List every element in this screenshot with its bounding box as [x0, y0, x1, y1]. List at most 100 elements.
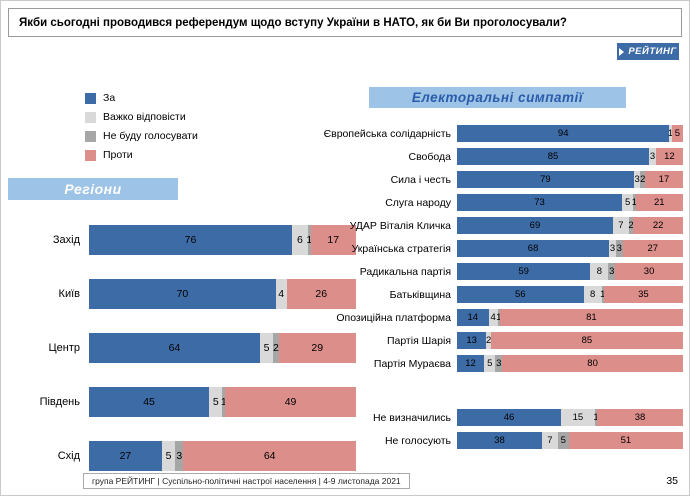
category-label: Слуга народу [385, 196, 451, 209]
bar-row: Київ 70 4 26 [11, 279, 356, 309]
segment-value: 38 [634, 412, 646, 423]
legend-item: Проти [85, 149, 198, 161]
segment-value: 3 [496, 358, 502, 369]
regions-header-label: Регіони [64, 181, 122, 197]
bar-segment-0: 68 [457, 240, 610, 257]
bar-segment-0: 73 [457, 194, 622, 211]
bar-segment-2: 2 [272, 333, 279, 363]
bar-row: Партія Шарія 13 2 85 [299, 332, 683, 349]
bar-segment-2: 3 [608, 263, 616, 280]
bar-segment-3: 85 [490, 332, 683, 349]
segment-value: 49 [284, 396, 297, 408]
stacked-bar: 45 5 1 49 [89, 387, 356, 417]
segment-value: 27 [647, 243, 659, 254]
bar-segment-2: 1 [600, 286, 605, 303]
segment-value: 7 [547, 435, 553, 446]
bar-segment-0: 64 [89, 333, 260, 363]
bar-segment-3: 5 [671, 125, 683, 142]
bar-segment-1: 1 [667, 125, 674, 142]
bar-segment-2: 1 [221, 387, 227, 417]
bar-segment-3: 26 [286, 279, 356, 309]
segment-value: 51 [620, 435, 632, 446]
stacked-bar: 27 5 3 64 [89, 441, 356, 471]
segment-value: 4 [278, 288, 285, 300]
segment-value: 30 [643, 266, 655, 277]
bar-segment-1: 5 [484, 355, 496, 372]
bar-segment-3: 64 [183, 441, 356, 471]
segment-value: 6 [296, 234, 303, 246]
legend-item: Важко відповісти [85, 111, 198, 123]
legend-label: Проти [103, 149, 133, 161]
regions-chart: Захід 76 6 1 17 Київ 70 4 26 Центр 64 5 2 29 Південь 45… [11, 225, 356, 495]
legend-label: Не буду голосувати [103, 130, 198, 142]
bar-row: Слуга народу 73 5 1 21 [299, 194, 683, 211]
segment-value: 35 [638, 289, 649, 300]
bar-segment-0: 79 [457, 171, 634, 188]
footer: група РЕЙТИНГ | Суспільно-політичні наст… [8, 471, 682, 490]
bar-segment-2: 3 [495, 355, 503, 372]
segment-value: 5 [263, 342, 270, 354]
segment-value: 3 [616, 243, 622, 254]
bar-segment-2: 3 [615, 240, 623, 257]
segment-value: 45 [143, 396, 155, 408]
segment-value: 21 [653, 197, 665, 208]
bar-row: Схід 27 5 3 64 [11, 441, 356, 471]
stacked-bar: 94 1 5 [457, 125, 683, 142]
bar-segment-3: 27 [622, 240, 683, 257]
segment-value: 3 [634, 174, 640, 185]
stacked-bar: 56 8 1 35 [457, 286, 683, 303]
category-label: Не визначились [372, 411, 451, 424]
legend-swatch [85, 149, 96, 161]
segment-value: 46 [503, 412, 515, 423]
segment-value: 26 [315, 288, 328, 300]
category-label: Опозиційна платформа [336, 311, 451, 324]
stacked-bar: 76 6 1 17 [89, 225, 356, 255]
bar-row: Захід 76 6 1 17 [11, 225, 356, 255]
category-label: Не голосують [384, 434, 451, 447]
undecided-chart: Не визначились 46 15 1 38 Не голосують 38 7 5 51 [299, 409, 683, 455]
bar-row: Центр 64 5 2 29 [11, 333, 356, 363]
category-label: Схід [57, 450, 80, 462]
segment-value: 85 [547, 151, 559, 162]
bar-segment-1: 5 [209, 387, 223, 417]
legend-label: За [103, 92, 116, 104]
category-label: Радикальна партія [359, 265, 451, 278]
bar-segment-1: 8 [590, 263, 609, 280]
legend-label: Важко відповісти [103, 111, 186, 123]
bar-segment-3: 21 [635, 194, 683, 211]
title-box: Якби сьогодні проводився референдум щодо… [8, 8, 682, 37]
logo-text: РЕЙТИНГ [628, 46, 677, 57]
electoral-chart: Європейська солідарність 94 1 5 Свобода 85 3 12… [299, 125, 683, 378]
bar-segment-0: 27 [89, 441, 162, 471]
bar-segment-2: 5 [557, 432, 569, 449]
bar-segment-3: 30 [615, 263, 683, 280]
bar-segment-1: 3 [633, 171, 641, 188]
bar-segment-3: 51 [568, 432, 683, 449]
stacked-bar: 85 3 12 [457, 148, 683, 165]
bar-segment-3: 49 [225, 387, 356, 417]
stacked-bar: 70 4 26 [89, 279, 356, 309]
segment-value: 69 [529, 220, 541, 231]
segment-value: 8 [589, 289, 596, 300]
segment-value: 15 [572, 412, 584, 423]
bar-segment-1: 8 [583, 286, 602, 303]
legend-item: За [85, 92, 198, 104]
stacked-bar: 79 3 2 17 [457, 171, 683, 188]
segment-value: 2 [640, 174, 646, 185]
bar-segment-3: 29 [278, 333, 356, 363]
segment-value: 1 [631, 197, 638, 208]
segment-value: 3 [649, 151, 656, 162]
bar-row: Європейська солідарність 94 1 5 [299, 125, 683, 142]
segment-value: 27 [119, 450, 132, 462]
segment-value: 1 [667, 128, 674, 139]
segment-value: 22 [652, 220, 664, 231]
bar-row: Радикальна партія 59 8 3 30 [299, 263, 683, 280]
bar-segment-1: 5 [621, 194, 634, 211]
bar-segment-2: 1 [593, 409, 599, 426]
bar-segment-2: 2 [640, 171, 646, 188]
segment-value: 2 [272, 342, 279, 354]
bar-row: Південь 45 5 1 49 [11, 387, 356, 417]
bar-segment-0: 69 [457, 217, 613, 234]
bar-row: Українська стратегія 68 3 3 27 [299, 240, 683, 257]
footer-source: група РЕЙТИНГ | Суспільно-політичні наст… [83, 472, 410, 489]
